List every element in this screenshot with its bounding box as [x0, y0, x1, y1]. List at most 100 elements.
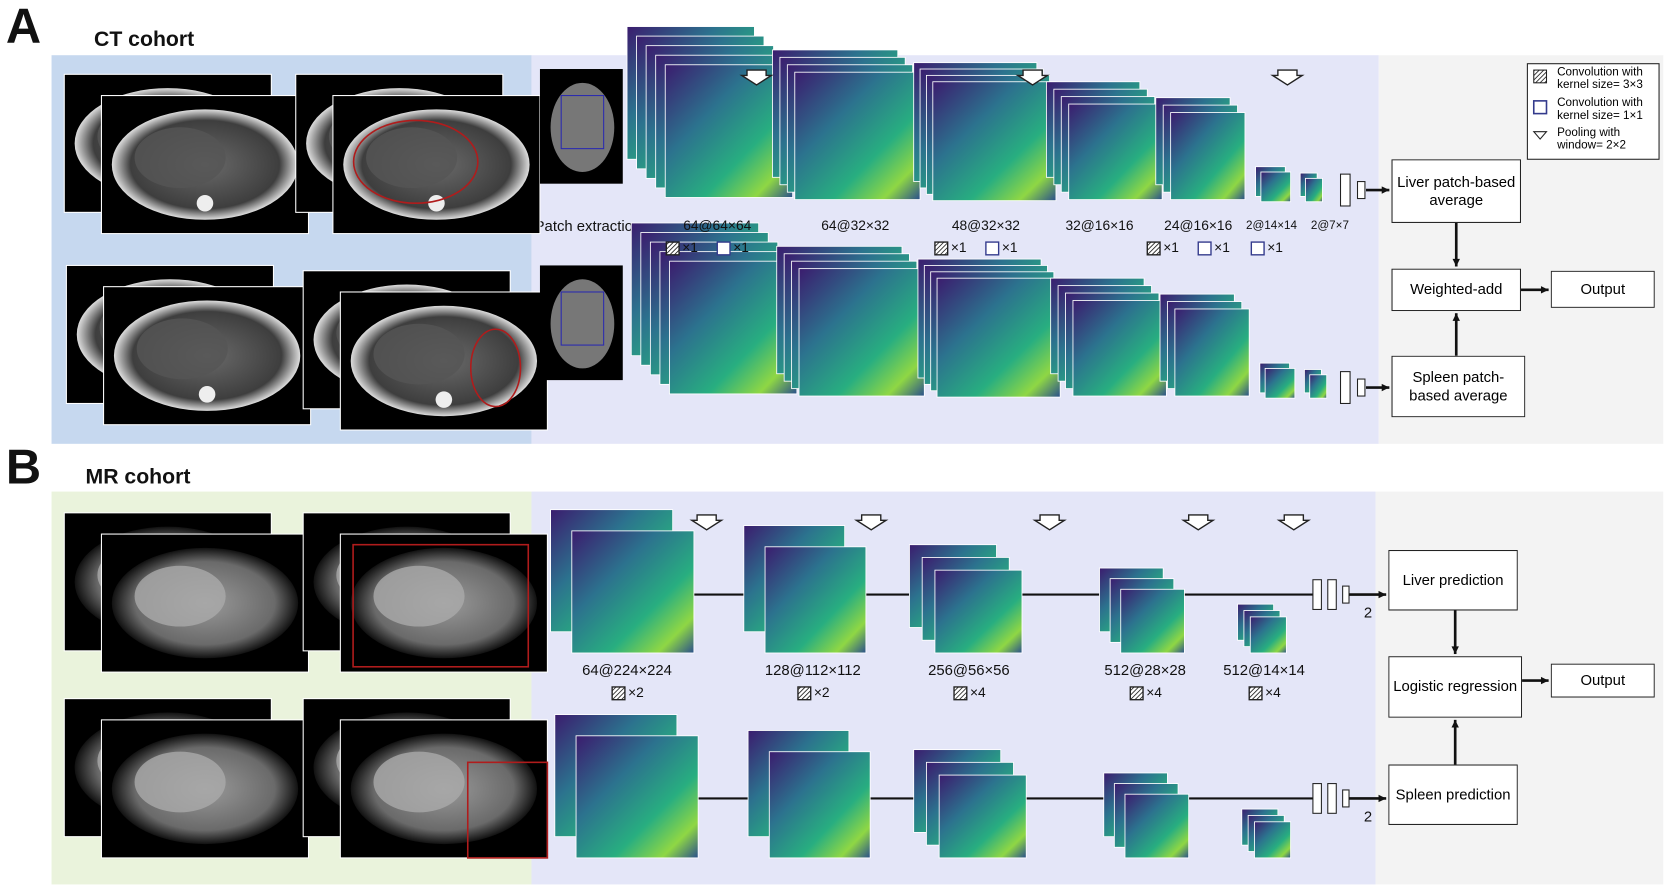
feature-map — [571, 530, 695, 654]
legend — [1526, 63, 1660, 160]
layer-size: 512@14×14 — [1223, 663, 1305, 679]
arrow-head — [1452, 313, 1460, 321]
scan-spine — [435, 391, 453, 408]
scan-organ — [373, 565, 465, 627]
dense — [1327, 783, 1337, 814]
patch-grid — [560, 95, 605, 150]
box: Weighted-add — [1391, 268, 1522, 312]
layer-size: 2@14×14 — [1246, 219, 1298, 232]
pool-icon — [1181, 514, 1216, 531]
box-wrap: Logistic regression — [1388, 656, 1523, 718]
arrow-head — [1540, 676, 1549, 685]
feature-map — [1249, 616, 1287, 654]
scan-organ — [366, 127, 458, 189]
op-icon — [934, 241, 949, 256]
roi — [466, 761, 549, 859]
legend-text: Convolution with kernel size= 3×3 — [1557, 65, 1643, 92]
box-wrap: Output — [1550, 270, 1655, 308]
op-count: ×1 — [951, 240, 967, 255]
layer-size: 64@32×32 — [821, 218, 889, 233]
feature-map — [1260, 171, 1292, 203]
box: Spleen prediction — [1388, 764, 1518, 825]
op-count: ×4 — [1265, 685, 1281, 700]
box-wrap: Liver patch-based average — [1391, 159, 1522, 223]
panel-label: B — [6, 440, 41, 494]
legend-text: Convolution with kernel size= 1×1 — [1557, 96, 1643, 123]
dense — [1342, 585, 1350, 604]
pool-icon — [854, 514, 889, 531]
patch-organ — [550, 279, 615, 369]
scan-spine — [196, 194, 214, 212]
layer-size: 256@56×56 — [928, 663, 1010, 679]
layer-size: 128@112×112 — [765, 663, 861, 679]
dense — [1339, 371, 1351, 404]
feature-map — [794, 71, 921, 201]
op-count: ×1 — [1163, 240, 1179, 255]
feature-map — [1264, 368, 1296, 399]
feature-map — [664, 64, 794, 198]
box: Spleen patch-based average — [1391, 355, 1526, 418]
scan-organ — [136, 318, 228, 380]
op-count: ×1 — [733, 240, 749, 255]
box: Output — [1550, 270, 1655, 308]
pool-icon — [739, 69, 774, 86]
feature-map — [934, 569, 1023, 654]
op-icon — [797, 686, 812, 701]
dense — [1339, 173, 1351, 207]
patch-grid — [560, 291, 605, 346]
layer-size: 2@7×7 — [1311, 219, 1349, 232]
legend-icon — [1532, 100, 1548, 115]
op-icon — [611, 686, 626, 701]
layer-size: 24@16×16 — [1164, 218, 1232, 233]
patch-label: Patch extraction — [535, 219, 642, 235]
op-icon — [1248, 686, 1263, 701]
feature-map — [1305, 177, 1323, 203]
legend-icon — [1532, 131, 1548, 140]
op-count: ×2 — [814, 685, 830, 700]
dense — [1342, 789, 1350, 808]
feature-map — [1309, 374, 1328, 399]
feature-map — [1072, 300, 1167, 397]
op-icon — [716, 241, 731, 256]
arrow-head — [1378, 794, 1387, 803]
scan-organ — [134, 751, 226, 813]
arrow-head — [1540, 286, 1549, 294]
patch-organ — [550, 82, 615, 173]
roi — [469, 328, 522, 408]
op-count: ×1 — [1214, 240, 1230, 255]
feature-map — [938, 774, 1027, 859]
pool-icon — [1276, 514, 1312, 531]
feature-map — [1170, 112, 1246, 201]
dense — [1312, 579, 1322, 610]
pool-icon — [1032, 514, 1067, 531]
scan-organ — [373, 323, 465, 385]
arrow-head — [1378, 590, 1387, 599]
feature-map — [575, 735, 699, 859]
arrow-head — [1381, 383, 1390, 392]
feature-map — [932, 81, 1057, 202]
feature-map — [1254, 821, 1292, 859]
pool-icon — [689, 514, 724, 531]
op-count: ×1 — [1267, 240, 1283, 255]
arrow-head — [1451, 646, 1459, 655]
legend-text: Pooling with window= 2×2 — [1557, 126, 1626, 152]
op-count: ×1 — [682, 240, 698, 255]
arrow-head — [1452, 258, 1460, 267]
box: Logistic regression — [1388, 656, 1523, 718]
dense — [1327, 579, 1337, 610]
box-wrap: Spleen prediction — [1388, 764, 1518, 825]
layer-size: 32@16×16 — [1065, 218, 1133, 233]
panel-title: CT cohort — [94, 28, 194, 51]
arrow-head — [1381, 186, 1390, 194]
feature-map — [1174, 308, 1250, 397]
feature-map — [1068, 103, 1163, 201]
box: Liver prediction — [1388, 549, 1518, 611]
op-icon — [1129, 686, 1144, 701]
scan-spine — [198, 386, 216, 403]
scan-spine — [428, 194, 445, 212]
op-icon — [985, 241, 1000, 256]
box-wrap: Liver prediction — [1388, 549, 1518, 611]
feature-map — [768, 751, 871, 859]
op-icon — [953, 686, 968, 701]
